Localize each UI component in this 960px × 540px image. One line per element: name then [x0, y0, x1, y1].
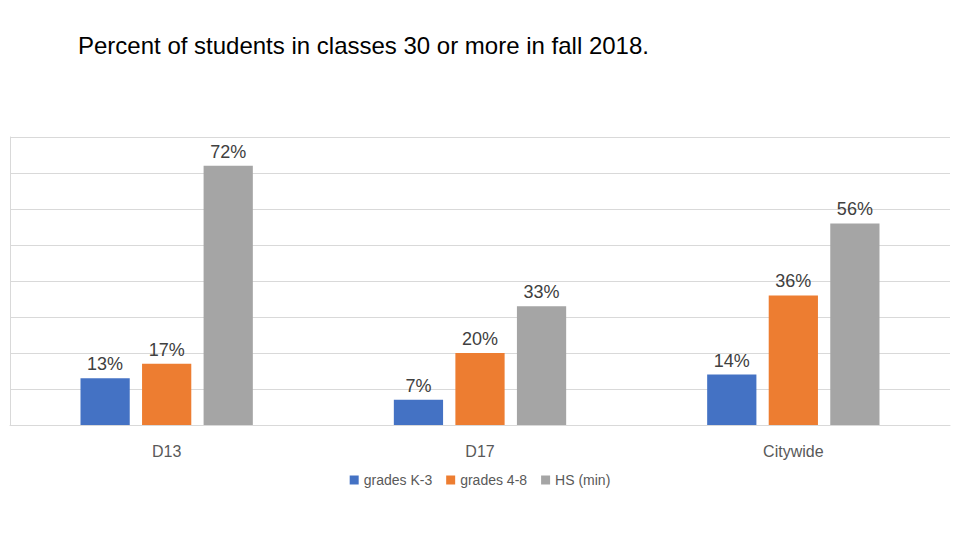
svg-text:HS (min): HS (min) [555, 472, 610, 488]
svg-text:72%: 72% [210, 142, 246, 162]
svg-text:56%: 56% [837, 199, 873, 219]
svg-text:grades K-3: grades K-3 [364, 472, 433, 488]
svg-text:7%: 7% [405, 376, 431, 396]
svg-text:D13: D13 [152, 443, 181, 460]
svg-text:13%: 13% [87, 354, 123, 374]
svg-text:33%: 33% [524, 282, 560, 302]
svg-text:20%: 20% [462, 329, 498, 349]
svg-text:D17: D17 [465, 443, 494, 460]
svg-text:grades 4-8: grades 4-8 [460, 472, 527, 488]
svg-text:36%: 36% [775, 271, 811, 291]
svg-text:17%: 17% [149, 340, 185, 360]
svg-text:14%: 14% [714, 351, 750, 371]
svg-text:Citywide: Citywide [763, 443, 824, 460]
svg-text:Percent of students in classes: Percent of students in classes 30 or mor… [78, 32, 649, 59]
